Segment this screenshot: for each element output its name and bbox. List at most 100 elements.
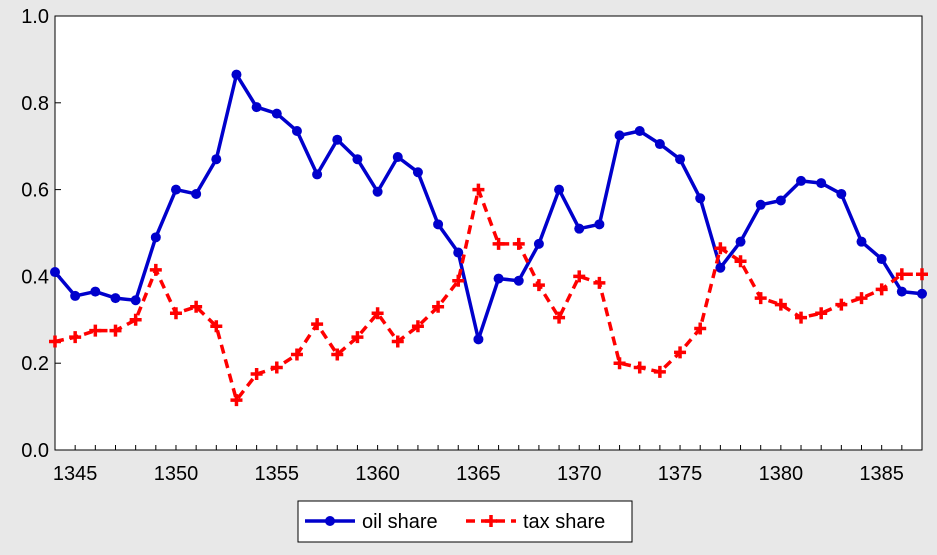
data-point — [453, 247, 464, 258]
data-point — [109, 324, 122, 337]
data-point — [190, 300, 203, 313]
data-point — [129, 313, 142, 326]
data-point — [876, 254, 887, 265]
data-point — [715, 262, 726, 273]
data-point — [855, 292, 868, 305]
data-point — [412, 167, 423, 178]
data-point — [815, 307, 828, 320]
data-point — [90, 286, 101, 297]
data-point — [634, 126, 645, 137]
plot-area — [54, 15, 923, 451]
data-point — [835, 298, 848, 311]
data-point — [574, 223, 585, 234]
series-tax-share — [49, 183, 928, 407]
data-point — [130, 295, 141, 306]
data-point — [433, 219, 444, 230]
x-tick-label: 1345 — [53, 463, 98, 485]
data-point — [351, 331, 364, 344]
y-tick-label: 0.2 — [21, 353, 49, 375]
legend-marker — [485, 515, 497, 527]
data-point — [432, 300, 445, 313]
data-point — [50, 267, 60, 278]
data-point — [331, 348, 344, 361]
data-point — [533, 238, 544, 249]
y-axis: 0.0 0.2 0.4 0.6 0.8 1.0 — [21, 6, 61, 462]
data-point — [796, 175, 807, 186]
data-point — [311, 318, 324, 331]
data-point — [290, 348, 303, 361]
data-point — [896, 286, 907, 297]
data-point — [836, 188, 847, 199]
data-point — [917, 288, 927, 299]
data-point — [150, 232, 161, 243]
data-point — [653, 365, 666, 378]
data-point — [211, 154, 222, 165]
data-point — [472, 183, 485, 196]
data-point — [613, 357, 626, 370]
data-point — [69, 331, 82, 344]
data-point — [775, 195, 786, 206]
series-layer — [49, 69, 928, 407]
data-point — [895, 268, 908, 281]
data-point — [754, 292, 767, 305]
data-point — [70, 290, 81, 301]
data-point — [371, 307, 384, 320]
legend-item: oil share — [305, 511, 438, 533]
y-tick-label: 0.8 — [21, 93, 49, 115]
data-point — [795, 311, 808, 324]
data-point — [210, 320, 223, 333]
x-tick-label: 1350 — [154, 463, 199, 485]
data-point — [391, 335, 404, 348]
data-point — [411, 320, 424, 333]
data-point — [654, 139, 665, 150]
data-point — [291, 126, 302, 137]
data-point — [573, 270, 586, 283]
data-point — [452, 274, 465, 287]
data-point — [553, 311, 566, 324]
data-point — [714, 242, 727, 255]
x-tick-label: 1355 — [255, 463, 300, 485]
data-point — [674, 346, 687, 359]
data-point — [372, 186, 383, 197]
data-point — [774, 298, 787, 311]
data-point — [493, 273, 504, 284]
x-tick-label: 1380 — [759, 463, 804, 485]
data-point — [392, 152, 403, 163]
data-point — [532, 279, 545, 292]
data-point — [916, 268, 928, 281]
legend-label: tax share — [523, 511, 605, 533]
data-point — [512, 237, 525, 250]
data-point — [816, 178, 827, 189]
data-point — [49, 335, 61, 348]
x-tick-label: 1365 — [456, 463, 501, 485]
data-point — [110, 293, 121, 304]
data-point — [513, 275, 524, 286]
data-point — [149, 263, 162, 276]
data-point — [734, 255, 747, 268]
x-tick-label: 1375 — [658, 463, 703, 485]
legend-marker — [325, 516, 335, 526]
series-oil-share — [50, 69, 927, 345]
data-point — [352, 154, 363, 165]
y-tick-label: 0.4 — [21, 266, 49, 288]
y-tick-label: 1.0 — [21, 6, 49, 28]
data-point — [169, 307, 182, 320]
series-line — [54, 187, 922, 402]
data-point — [89, 324, 102, 337]
data-point — [875, 283, 888, 296]
data-point — [755, 199, 766, 210]
data-point — [473, 334, 484, 345]
data-point — [594, 219, 605, 230]
data-point — [554, 184, 565, 195]
data-point — [675, 154, 686, 165]
data-point — [271, 108, 282, 119]
data-point — [633, 361, 646, 374]
data-point — [250, 368, 263, 381]
x-tick-label: 1385 — [859, 463, 904, 485]
data-point — [694, 322, 707, 335]
x-tick-label: 1370 — [557, 463, 602, 485]
legend-item: tax share — [466, 511, 605, 533]
data-point — [735, 236, 746, 247]
x-tick-label: 1360 — [355, 463, 400, 485]
